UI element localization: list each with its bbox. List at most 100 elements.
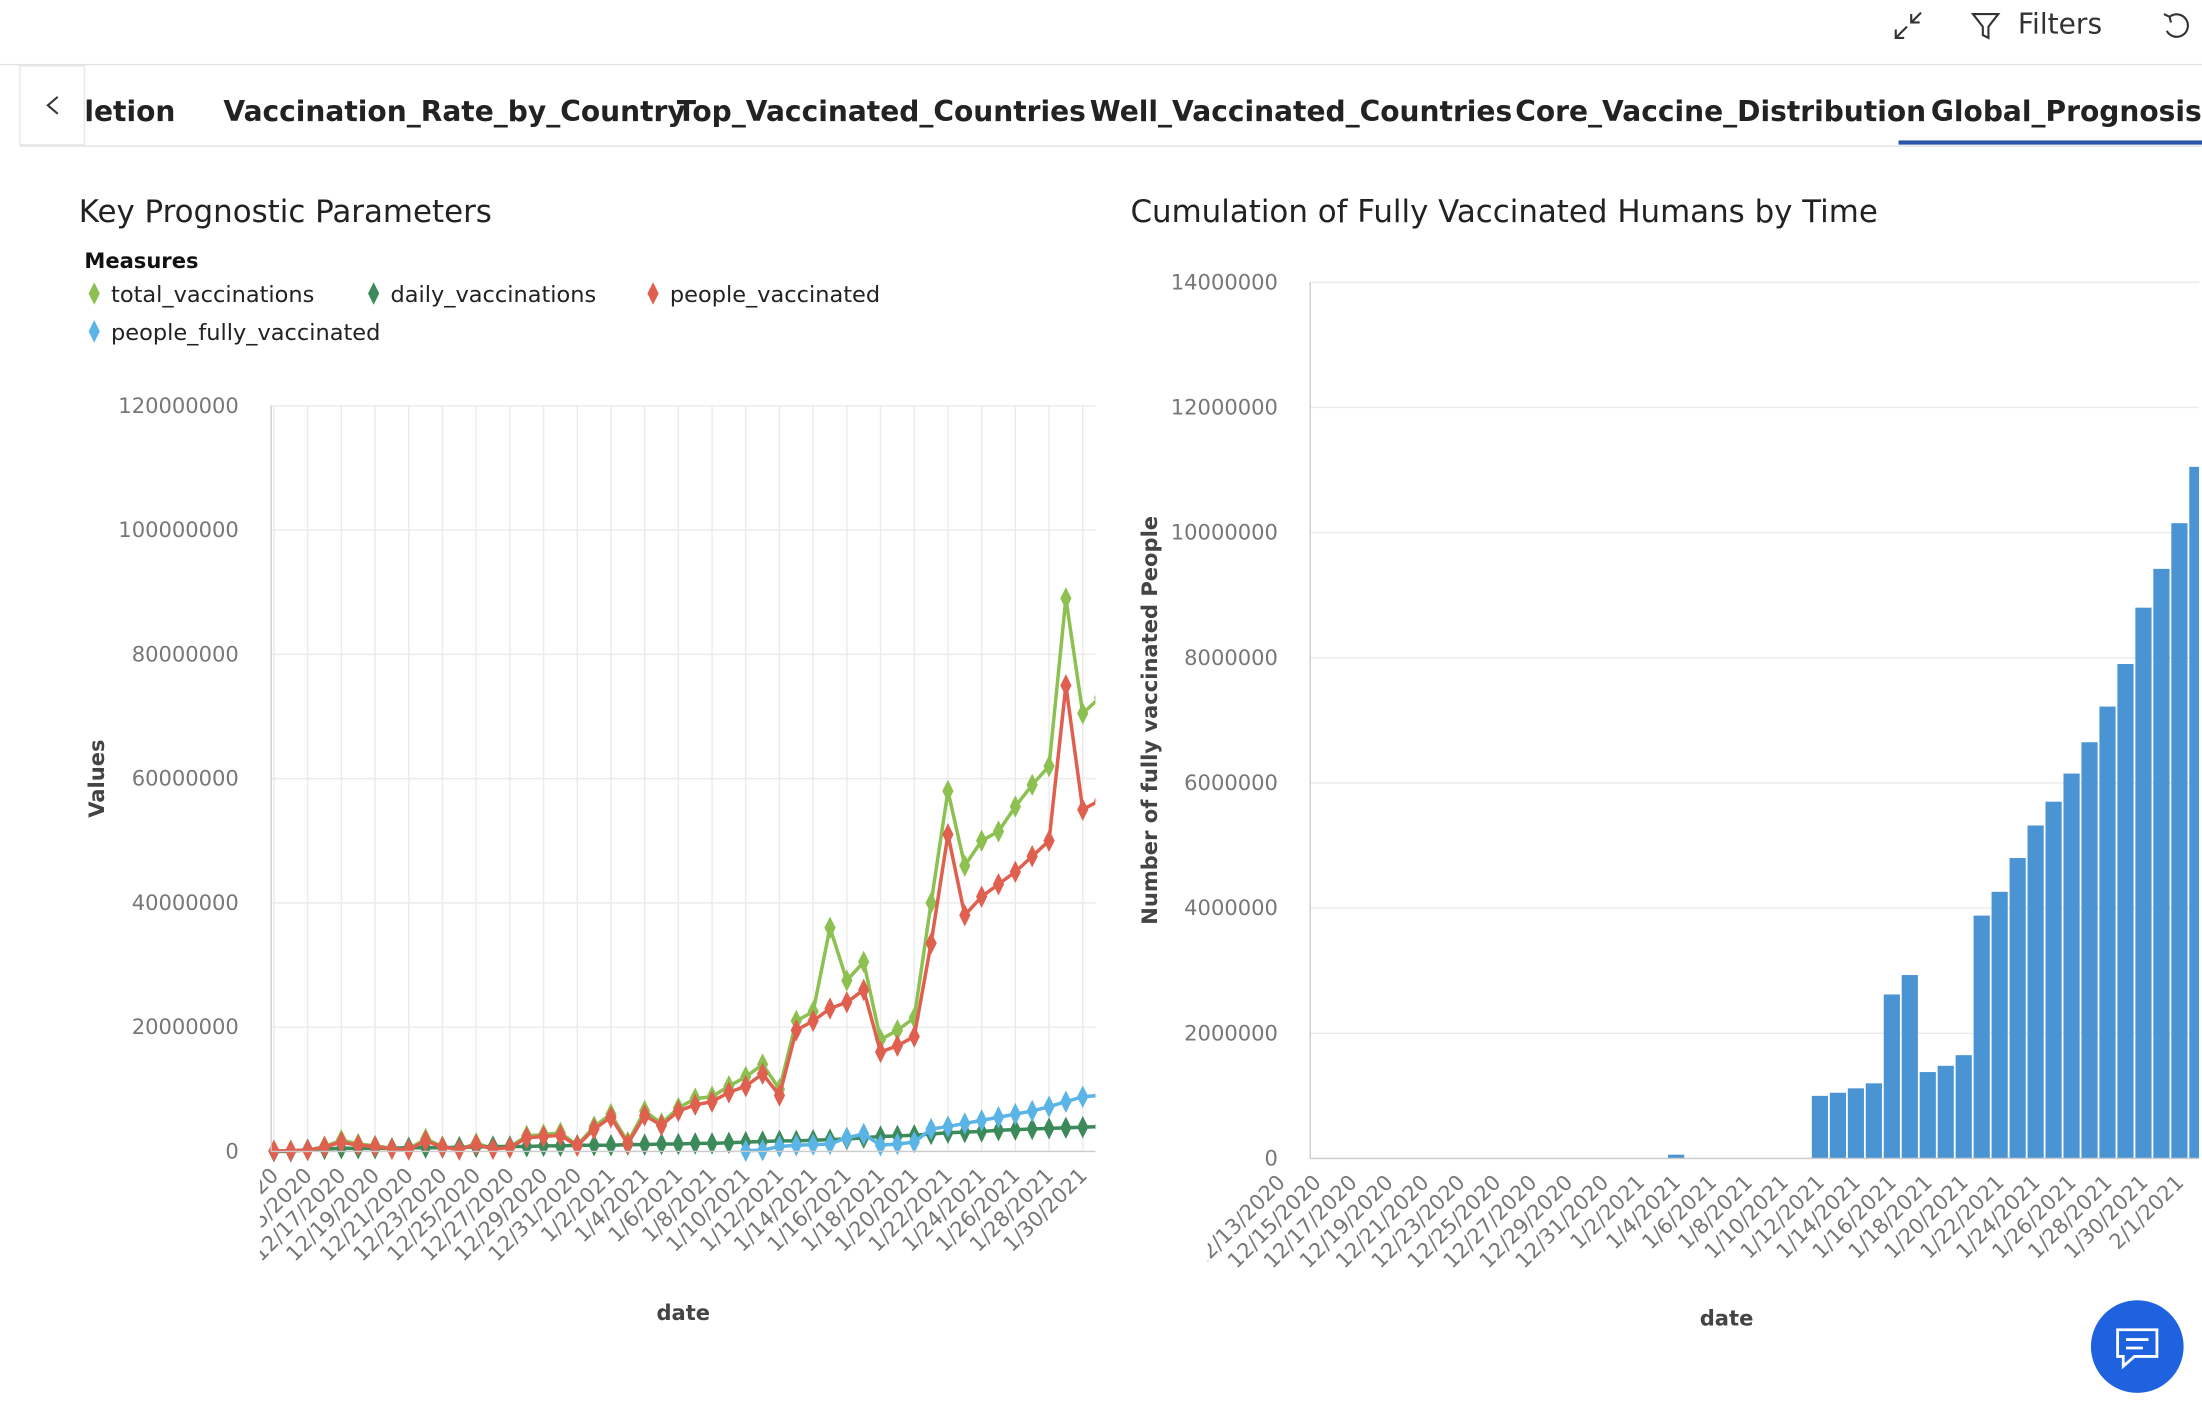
y-tick-label: 80000000: [132, 641, 239, 666]
point-marker: [605, 1133, 617, 1157]
point-marker: [976, 1109, 988, 1132]
point-marker: [588, 1117, 600, 1141]
point-marker: [992, 873, 1005, 896]
point-marker: [386, 1137, 398, 1161]
point-marker: [672, 1132, 684, 1156]
legend-marker: [368, 282, 380, 305]
point-marker: [1043, 829, 1055, 852]
legend-marker: [88, 282, 100, 305]
point-marker: [622, 1132, 634, 1156]
point-marker: [891, 1019, 904, 1042]
bar: [1883, 994, 1900, 1159]
point-marker: [858, 1122, 870, 1146]
y-tick-label: 8000000: [1184, 645, 1278, 670]
bar: [1668, 1154, 1685, 1159]
point-marker: [992, 1106, 1005, 1129]
legend-label: people_fully_vaccinated: [111, 320, 380, 346]
bar: [2027, 825, 2044, 1159]
bar: [2153, 568, 2170, 1159]
point-marker: [436, 1135, 449, 1159]
point-marker: [992, 820, 1005, 843]
point-marker: [335, 1130, 347, 1154]
point-marker: [824, 1132, 836, 1156]
point-marker: [453, 1138, 465, 1161]
tab[interactable]: Global_Prognosis: [1931, 95, 2202, 128]
plot-area: 12/13/202012/15/202012/17/202012/19/2020…: [1208, 466, 2200, 1273]
legend-label: daily_vaccinations: [390, 282, 596, 308]
tab[interactable]: Vaccination_Rate_by_Country: [223, 95, 685, 128]
point-marker: [824, 997, 836, 1020]
bar: [2045, 801, 2062, 1159]
y-axis-label: Number of fully vaccinated People: [1137, 516, 1162, 925]
point-marker: [959, 854, 971, 877]
y-tick-label: 6000000: [1184, 770, 1278, 795]
tab[interactable]: Well_Vaccinated_Countries: [1090, 95, 1512, 128]
tab[interactable]: letion: [84, 95, 175, 128]
charts: Key Prognostic Parameters Values date 0 2000…: [79, 194, 2200, 1331]
legend-marker: [647, 282, 659, 305]
point-marker: [1009, 860, 1021, 884]
point-marker: [874, 1040, 887, 1064]
point-marker: [723, 1081, 735, 1104]
point-marker: [891, 1034, 904, 1058]
y-tick-label: 4000000: [1184, 895, 1278, 920]
point-marker: [605, 1106, 617, 1129]
y-tick-label: 14000000: [1171, 269, 1278, 294]
bar: [2063, 773, 2080, 1159]
point-marker: [1043, 1117, 1055, 1140]
bar: [1847, 1088, 1864, 1159]
bar: [2171, 523, 2188, 1159]
point-marker: [1077, 1115, 1089, 1139]
point-marker: [689, 1093, 701, 1117]
point-marker: [369, 1135, 381, 1158]
point-marker: [639, 1133, 651, 1156]
tab[interactable]: Top_Vaccinated_Countries: [677, 95, 1086, 128]
point-marker: [756, 1138, 769, 1162]
bar: [2135, 607, 2152, 1159]
bar: [2099, 706, 2116, 1159]
point-marker: [841, 991, 853, 1014]
chart: Key Prognostic Parameters Values date 0 2000…: [79, 194, 1096, 1325]
point-marker: [1009, 1102, 1021, 1126]
series-line: [273, 685, 1096, 1153]
reset-button[interactable]: [2163, 13, 2189, 38]
point-marker: [403, 1138, 415, 1161]
y-tick-label: 0: [1265, 1145, 1278, 1170]
point-marker: [352, 1133, 364, 1157]
point-marker: [908, 1130, 920, 1154]
point-marker: [942, 779, 954, 803]
tab[interactable]: Core_Vaccine_Distribution: [1515, 95, 1926, 128]
y-tick-label: 20000000: [132, 1014, 239, 1039]
point-marker: [470, 1133, 482, 1156]
chat-button[interactable]: [2090, 1300, 2184, 1393]
point-marker: [841, 1126, 853, 1149]
point-marker: [959, 904, 971, 927]
plot-area: 12/13/202012/15/202012/17/202012/19/2020…: [260, 405, 1096, 1266]
filter-icon: [1970, 12, 2001, 40]
y-tick-label: 2000000: [1184, 1020, 1278, 1045]
filters-button[interactable]: Filters: [1970, 8, 2102, 41]
point-marker: [976, 829, 988, 852]
point-marker: [1026, 773, 1038, 797]
bar: [1865, 1083, 1882, 1159]
bar: [1829, 1092, 1846, 1159]
point-marker: [824, 916, 836, 939]
point-marker: [1093, 797, 1096, 804]
filters-label: Filters: [2018, 8, 2102, 41]
y-tick-label: 60000000: [132, 766, 239, 791]
tab-back-button[interactable]: [19, 65, 86, 146]
bar: [1991, 891, 2008, 1159]
point-marker: [858, 950, 870, 974]
bar: [1937, 1065, 1954, 1159]
bar: [1919, 1072, 1936, 1159]
x-axis-label: date: [656, 1300, 710, 1325]
y-tick-label: 40000000: [132, 890, 239, 915]
series-line: [273, 598, 1096, 1153]
collapse-button[interactable]: [1894, 11, 1922, 39]
point-marker: [1077, 798, 1089, 821]
point-marker: [925, 1117, 937, 1141]
point-marker: [537, 1125, 550, 1148]
point-marker: [1026, 1117, 1038, 1141]
